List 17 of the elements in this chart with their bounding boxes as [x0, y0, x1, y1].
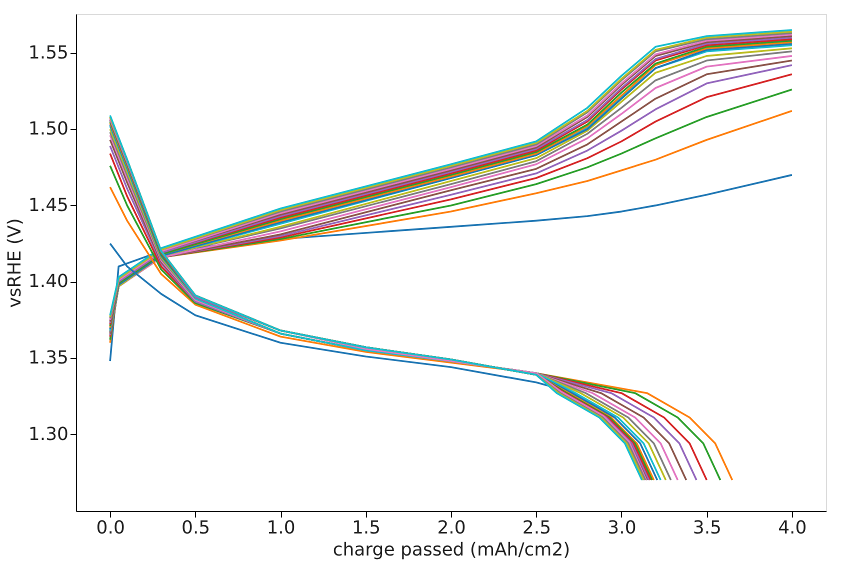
x-tick-label: 4.0	[778, 518, 807, 538]
x-tick-label: 1.5	[352, 518, 381, 538]
y-tick-label: 1.30	[28, 424, 68, 445]
x-tick-label: 3.0	[608, 518, 636, 538]
y-tick-label: 1.50	[28, 118, 68, 140]
x-tick-label: 2.0	[437, 518, 466, 538]
y-tick-label: 1.40	[28, 271, 68, 292]
y-tick-label: 1.45	[28, 194, 68, 216]
x-axis-title: charge passed (mAh/cm2)	[332, 540, 570, 560]
x-tick-label: 0.0	[96, 518, 125, 538]
x-tick-label: 1.0	[266, 518, 296, 538]
x-tick-label: 2.5	[522, 518, 552, 538]
y-tick-label: 1.55	[28, 42, 68, 64]
x-tick-label: 3.5	[692, 518, 722, 538]
y-tick-label: 1.35	[28, 347, 68, 368]
x-tick-label: 0.5	[182, 518, 210, 538]
y-axis-title: vsRHE (V)	[4, 218, 26, 308]
